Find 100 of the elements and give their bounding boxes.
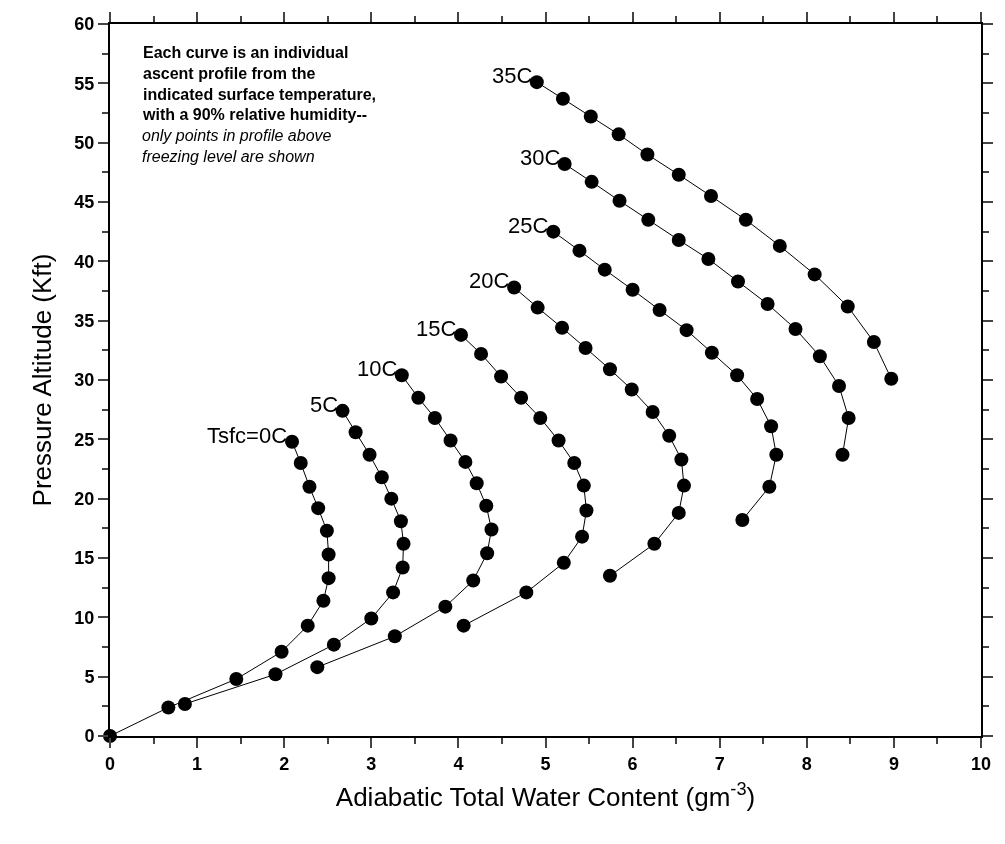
y-tick-label: 30	[74, 370, 95, 391]
point	[395, 560, 410, 575]
point	[884, 371, 899, 386]
point	[674, 452, 689, 467]
point	[584, 174, 599, 189]
point	[671, 505, 686, 520]
point	[578, 340, 593, 355]
point	[335, 403, 350, 418]
series-label: Tsfc=0C	[207, 423, 288, 448]
point	[555, 320, 570, 335]
point	[321, 571, 336, 586]
point	[321, 547, 336, 562]
point	[652, 302, 667, 317]
point	[546, 224, 561, 239]
point	[274, 644, 289, 659]
y-tick-label: 20	[74, 488, 95, 509]
point	[529, 75, 544, 90]
point	[788, 321, 803, 336]
y-tick-label: 15	[74, 548, 95, 569]
point	[514, 390, 529, 405]
point	[624, 382, 639, 397]
point	[494, 369, 509, 384]
point	[762, 479, 777, 494]
point	[443, 433, 458, 448]
point	[612, 193, 627, 208]
point	[583, 109, 598, 124]
point	[572, 243, 587, 258]
point	[474, 346, 489, 361]
series-label: 35C	[492, 63, 533, 88]
point	[177, 696, 192, 711]
point	[484, 522, 499, 537]
point	[567, 456, 582, 471]
point	[832, 378, 847, 393]
y-tick-label: 0	[84, 726, 95, 747]
x-tick-label: 8	[801, 753, 812, 774]
y-tick-label: 45	[74, 192, 95, 213]
point	[772, 238, 787, 253]
series-label: 5C	[310, 392, 339, 417]
x-tick-label: 9	[888, 753, 899, 774]
point	[229, 672, 244, 687]
point	[704, 189, 718, 204]
point	[384, 491, 399, 506]
point	[374, 470, 389, 485]
y-tick-label: 60	[74, 14, 95, 35]
point	[533, 410, 548, 425]
point	[807, 267, 822, 282]
point	[362, 447, 377, 462]
point	[625, 282, 640, 297]
point	[480, 546, 495, 561]
point	[556, 555, 571, 570]
point	[364, 611, 379, 626]
x-tick-label: 7	[714, 753, 725, 774]
x-tick-label: 0	[104, 753, 116, 774]
series-label: 15C	[416, 316, 457, 341]
point	[575, 529, 590, 544]
x-tick-label: 5	[540, 753, 551, 774]
point	[507, 280, 522, 295]
point	[268, 667, 283, 682]
x-tick-label: 2	[279, 753, 290, 774]
point	[576, 478, 591, 493]
point	[393, 514, 408, 529]
annotation: only points in profile above freezing level are shown	[142, 127, 332, 165]
series-label: 10C	[357, 356, 398, 381]
point	[677, 478, 691, 493]
point	[735, 513, 750, 528]
point	[161, 700, 176, 715]
point	[611, 127, 626, 142]
y-tick-label: 40	[74, 251, 95, 272]
point	[519, 585, 534, 600]
y-tick-label: 25	[74, 429, 95, 450]
point	[597, 262, 612, 277]
series-label: 25C	[508, 213, 549, 238]
point	[647, 536, 662, 551]
y-tick-label: 35	[74, 310, 95, 331]
point	[319, 523, 334, 538]
point	[454, 327, 469, 342]
point	[348, 425, 363, 440]
point	[387, 629, 402, 644]
point	[316, 593, 331, 608]
point	[602, 362, 617, 377]
y-tick-label: 55	[74, 73, 95, 94]
point	[555, 91, 570, 106]
series-label: 30C	[520, 145, 561, 170]
point	[311, 501, 326, 516]
point	[469, 476, 484, 491]
x-tick-label: 3	[366, 753, 377, 774]
point	[701, 251, 716, 266]
point	[764, 419, 779, 434]
y-tick-label: 5	[84, 666, 95, 687]
point	[396, 536, 411, 551]
point	[310, 660, 325, 675]
point	[760, 297, 775, 312]
x-tick-label: 6	[627, 753, 638, 774]
y-tick-label: 10	[74, 607, 95, 628]
x-tick-label: 10	[970, 753, 992, 774]
point	[579, 503, 594, 518]
point	[427, 410, 442, 425]
point	[640, 147, 655, 162]
y-axis-title: Pressure Altitude (Kft)	[27, 253, 58, 507]
point	[458, 454, 473, 469]
